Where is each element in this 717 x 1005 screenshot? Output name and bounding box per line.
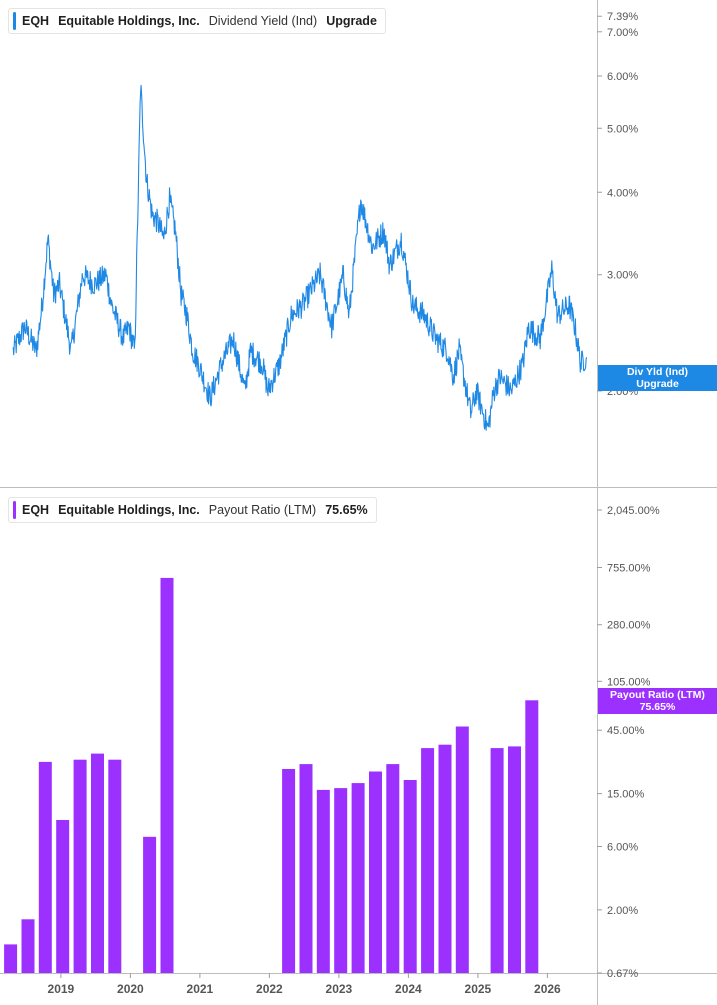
payout-ratio-bar: [143, 836, 157, 973]
payout-ratio-bar: [508, 746, 521, 973]
x-tick-label: 2021: [187, 982, 214, 996]
payout-ratio-bar: [108, 759, 122, 973]
payout-ratio-bar: [73, 759, 87, 973]
payout-ratio-tag: Payout Ratio (LTM) 75.65%: [598, 688, 717, 714]
bottom-legend-metric: Payout Ratio (LTM): [208, 503, 317, 517]
bottom-legend-ticker: EQH: [22, 503, 50, 517]
bottom-y-tick-label: 105.00%: [607, 676, 651, 688]
payout-ratio-bar: [490, 748, 504, 973]
top-y-tick-label: 7.39%: [607, 11, 638, 23]
payout-ratio-bar: [4, 944, 18, 973]
x-tick-label: 2023: [326, 982, 353, 996]
top-y-tick-label: 6.00%: [607, 71, 638, 83]
payout-ratio-bar: [421, 748, 435, 973]
bottom-y-tick-label: 2,045.00%: [607, 505, 660, 517]
bottom-y-tick-label: 280.00%: [607, 620, 651, 632]
payout-ratio-bar: [38, 761, 52, 973]
bottom-legend-value: 75.65%: [325, 503, 368, 517]
x-tick-label: 2026: [534, 982, 561, 996]
top-y-tick-label: 3.00%: [607, 270, 638, 282]
payout-ratio-bar: [282, 769, 296, 973]
payout-ratio-bar: [525, 700, 539, 973]
div-yield-tag-line1: Div Yld (Ind): [626, 366, 689, 378]
x-tick-label: 2020: [117, 982, 144, 996]
top-legend-value[interactable]: Upgrade: [326, 14, 377, 28]
dividend-yield-line: [12, 84, 588, 431]
payout-ratio-plot: [4, 577, 539, 973]
top-y-tick-label: 5.00%: [607, 123, 638, 135]
payout-ratio-bar: [316, 789, 330, 973]
bottom-y-tick-label: 45.00%: [607, 725, 645, 737]
top-legend-color: [13, 12, 16, 30]
payout-ratio-bar: [21, 919, 35, 973]
top-legend-company: Equitable Holdings, Inc.: [58, 14, 200, 28]
bottom-y-tick-label: 0.67%: [607, 968, 638, 980]
payout-ratio-bar: [299, 764, 313, 973]
payout-ratio-bar: [403, 780, 417, 973]
bottom-legend-color: [13, 501, 16, 519]
bottom-legend[interactable]: EQH Equitable Holdings, Inc. Payout Rati…: [8, 497, 377, 523]
dividend-yield-plot: [12, 84, 588, 431]
x-tick-label: 2019: [48, 982, 75, 996]
x-tick-label: 2025: [465, 982, 492, 996]
x-tick-label: 2022: [256, 982, 283, 996]
payout-ratio-tag-line1: Payout Ratio (LTM): [610, 689, 705, 701]
payout-ratio-bar: [160, 577, 174, 973]
payout-ratio-bar: [455, 726, 469, 973]
top-y-tick-label: 7.00%: [607, 27, 638, 39]
x-tick-label: 2024: [395, 982, 422, 996]
payout-ratio-bar: [369, 771, 382, 973]
payout-ratio-bar: [386, 764, 400, 973]
div-yield-tag-line2: Upgrade: [636, 378, 679, 390]
bottom-y-tick-label: 2.00%: [607, 905, 638, 917]
bottom-y-tick-label: 15.00%: [607, 789, 645, 801]
top-legend[interactable]: EQH Equitable Holdings, Inc. Dividend Yi…: [8, 8, 386, 34]
payout-ratio-bar: [438, 744, 452, 973]
payout-ratio-bar: [351, 783, 365, 973]
payout-ratio-bar: [56, 820, 70, 973]
div-yield-tag[interactable]: Div Yld (Ind) Upgrade: [598, 365, 717, 391]
top-y-tick-label: 4.00%: [607, 187, 638, 199]
bottom-legend-company: Equitable Holdings, Inc.: [58, 503, 200, 517]
top-legend-ticker: EQH: [22, 14, 50, 28]
payout-ratio-bar: [91, 753, 104, 973]
payout-ratio-bar: [334, 788, 348, 973]
bottom-y-tick-label: 6.00%: [607, 841, 638, 853]
top-legend-metric: Dividend Yield (Ind): [208, 14, 318, 28]
bottom-y-tick-label: 755.00%: [607, 562, 651, 574]
payout-ratio-tag-line2: 75.65%: [639, 701, 676, 713]
